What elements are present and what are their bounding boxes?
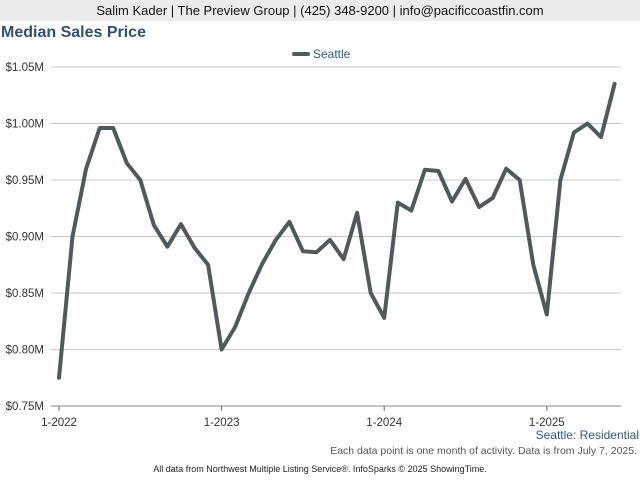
y-tick-label: $0.85M	[6, 288, 44, 300]
legend-label: Seattle	[313, 47, 351, 61]
grid-lines	[51, 66, 621, 407]
series-layer	[57, 81, 617, 380]
y-tick-label: $0.75M	[6, 401, 44, 413]
y-tick-label: $1.05M	[6, 62, 44, 74]
data-note: Each data point is one month of activity…	[330, 445, 637, 457]
contact-header: Salim Kader | The Preview Group | (425) …	[0, 0, 640, 21]
y-tick-label: $0.80M	[6, 345, 44, 357]
contact-text: Salim Kader | The Preview Group | (425) …	[96, 3, 544, 18]
series-line-seattle	[57, 81, 617, 380]
data-credit: All data from Northwest Multiple Listing…	[153, 464, 487, 474]
x-tick-label: 1-2023	[204, 417, 240, 429]
series-footer-label: Seattle: Residential	[535, 428, 639, 442]
y-tick-label: $1.00M	[6, 119, 44, 131]
y-axis-ticks: $0.75M $0.80M $0.85M $0.90M $0.95M $1.00M $1.0…	[6, 62, 44, 413]
legend[interactable]: Seattle	[292, 47, 351, 61]
chart-title: Median Sales Price	[1, 24, 146, 41]
x-tick-label: 1-2025	[529, 417, 565, 429]
x-tick-label: 1-2022	[41, 417, 77, 429]
x-tick-label: 1-2024	[366, 417, 402, 429]
y-tick-label: $0.90M	[6, 232, 44, 244]
x-axis-ticks: 1-2022 1-2023 1-2024 1-2025	[41, 406, 565, 429]
y-tick-label: $0.95M	[6, 175, 44, 187]
